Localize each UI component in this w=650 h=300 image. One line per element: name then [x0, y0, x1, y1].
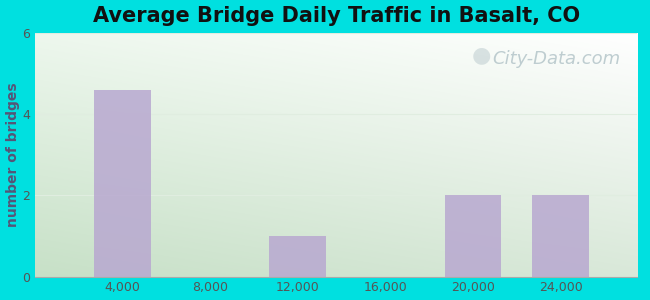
Text: City-Data.com: City-Data.com: [493, 50, 621, 68]
Title: Average Bridge Daily Traffic in Basalt, CO: Average Bridge Daily Traffic in Basalt, …: [93, 6, 580, 26]
Text: ●: ●: [472, 45, 491, 65]
Bar: [270, 236, 326, 277]
Bar: [532, 195, 589, 277]
Bar: [445, 195, 502, 277]
Bar: [94, 90, 151, 277]
Y-axis label: number of bridges: number of bridges: [6, 82, 20, 227]
